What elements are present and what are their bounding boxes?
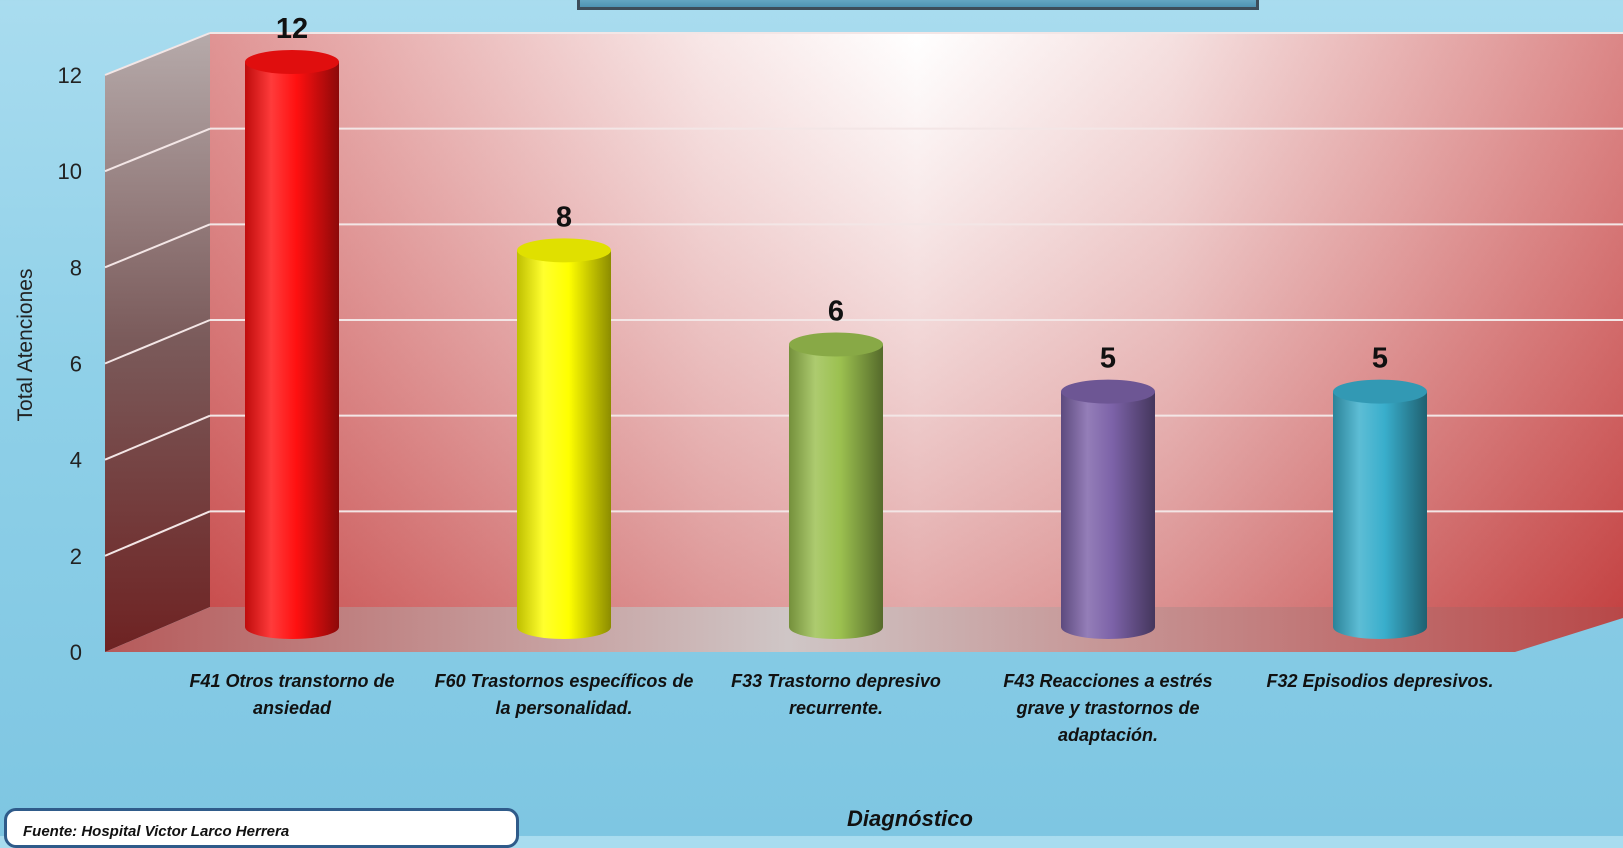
x-tick-label-line: F43 Reacciones a estrés bbox=[1003, 671, 1213, 691]
x-axis-title: Diagnóstico bbox=[847, 806, 973, 831]
data-label: 5 bbox=[1372, 343, 1388, 375]
bar-body bbox=[1061, 391, 1155, 639]
bar-3 bbox=[789, 332, 883, 639]
bar-top bbox=[1061, 379, 1155, 404]
bar-top bbox=[245, 50, 339, 74]
y-tick-label: 12 bbox=[58, 63, 82, 88]
gridline-side bbox=[104, 510, 211, 557]
y-tick-label: 8 bbox=[70, 255, 82, 280]
gridline-side bbox=[104, 414, 211, 461]
x-tick-label-line: F60 Trastornos específicos de bbox=[434, 671, 694, 691]
bar-4 bbox=[1061, 379, 1155, 639]
x-tick-label: F33 Trastorno depresivo recurrente. bbox=[701, 668, 971, 722]
bar-2 bbox=[517, 238, 611, 640]
bar-body bbox=[245, 62, 339, 639]
source-note: Fuente: Hospital Victor Larco Herrera bbox=[4, 808, 519, 848]
bar-body bbox=[517, 250, 611, 640]
y-axis-title: Total Atenciones bbox=[14, 269, 37, 422]
bar-body bbox=[789, 344, 883, 639]
x-tick-label-line: F33 Trastorno depresivo bbox=[731, 671, 941, 691]
data-label: 12 bbox=[276, 13, 308, 45]
y-tick-label: 6 bbox=[70, 352, 82, 377]
bar-top bbox=[789, 332, 883, 357]
y-tick-label: 0 bbox=[70, 640, 82, 665]
x-tick-label: F60 Trastornos específicos de la personal… bbox=[429, 668, 699, 722]
bar-body bbox=[1333, 391, 1427, 639]
y-tick-label: 4 bbox=[70, 448, 82, 473]
gridline-side bbox=[104, 319, 211, 365]
bar-top bbox=[1333, 379, 1427, 404]
y-tick-label: 2 bbox=[70, 544, 82, 569]
x-tick-label-line: la personalidad. bbox=[495, 698, 633, 718]
data-label: 6 bbox=[828, 296, 844, 328]
data-label: 8 bbox=[556, 201, 572, 233]
gridline-side bbox=[104, 32, 211, 76]
y-tick-label: 10 bbox=[58, 159, 82, 184]
chart-title-box bbox=[577, 0, 1259, 10]
gridline-side bbox=[104, 223, 211, 269]
x-tick-label-line: F32 Episodios depresivos. bbox=[1266, 671, 1494, 691]
bar-1 bbox=[245, 50, 339, 639]
x-tick-label-line: adaptación. bbox=[1057, 725, 1159, 745]
x-tick-label-line: grave y trastornos de bbox=[1016, 698, 1200, 718]
x-tick-label-line: ansiedad bbox=[252, 698, 332, 718]
x-tick-label: F43 Reacciones a estrés grave y trastorno… bbox=[973, 668, 1243, 749]
x-tick-label: F41 Otros transtorno de ansiedad bbox=[157, 668, 427, 722]
bar-top bbox=[517, 238, 611, 263]
bar-5 bbox=[1333, 379, 1427, 639]
data-label: 5 bbox=[1100, 343, 1116, 375]
gridline-side bbox=[104, 127, 211, 173]
x-tick-label-line: F41 Otros transtorno de bbox=[189, 671, 395, 691]
x-tick-label: F32 Episodios depresivos. bbox=[1245, 668, 1515, 695]
x-tick-label-line: recurrente. bbox=[788, 698, 884, 718]
